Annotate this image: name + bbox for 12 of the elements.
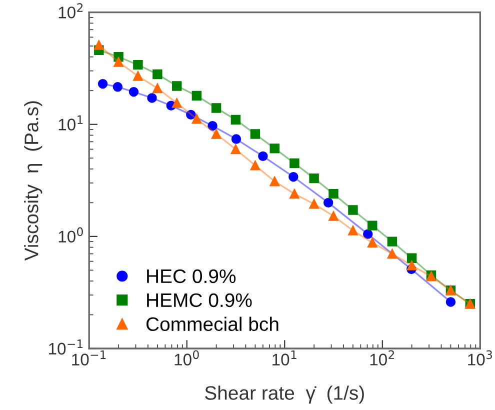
x-tick-label: 10$^{3}$: [468, 350, 492, 366]
legend-label: Commecial bch: [146, 316, 278, 332]
x-axis-title: Shear rate γ̇ (1/s): [205, 386, 364, 404]
x-tick-label: 10$^{1}$: [272, 350, 296, 366]
y-axis-title: Viscosity η (Pa.s): [24, 101, 42, 261]
y-tick-label: 10$^{2}$: [58, 3, 83, 18]
legend-label: HEC 0.9%: [147, 269, 236, 284]
y-tick-label: 10$^{1}$: [58, 115, 83, 130]
legend-label: HEMC 0.9%: [147, 293, 252, 308]
x-tick-label: 10$^{2}$: [370, 350, 394, 366]
x-tick-label: 10$^{0}$: [174, 350, 199, 366]
y-tick-label: 10$^{0}$: [58, 227, 83, 243]
